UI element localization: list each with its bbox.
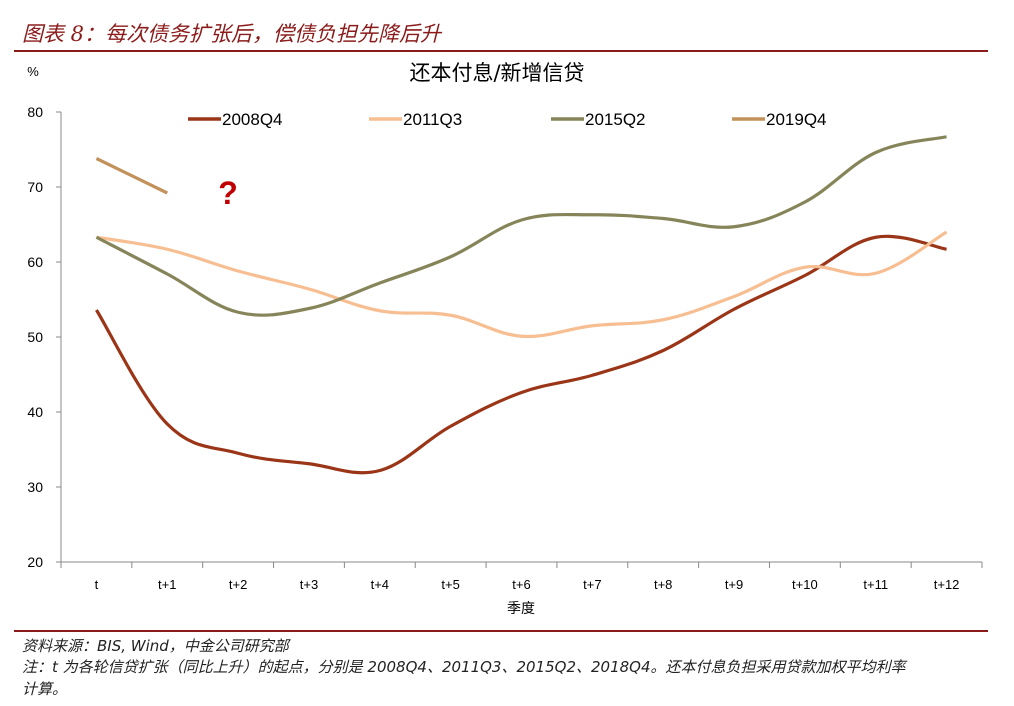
top-rule — [14, 50, 988, 52]
source-note: 资料来源：BIS, Wind，中金公司研究部 — [22, 637, 289, 655]
line-chart: 还本付息/新增信贷 % 季度 20 30 40 50 60 70 80 t t+1 t+2 t+3… — [27, 61, 983, 617]
footnote-line-2: 计算。 — [22, 680, 68, 698]
y-tick-label: 30 — [27, 479, 43, 495]
x-tick-label: t+11 — [863, 577, 888, 592]
series-line-2019Q4 — [95, 157, 168, 195]
x-tick-label: t+8 — [654, 577, 672, 592]
x-axis-label: 季度 — [507, 601, 535, 617]
x-tick-label: t+6 — [512, 577, 530, 592]
y-tick-label: 50 — [27, 329, 43, 345]
series-line-2008Q4 — [95, 234, 947, 475]
x-tick-label: t+7 — [583, 577, 601, 592]
series-line-2011Q3 — [96, 230, 948, 339]
figure-title: 图表 8：每次债务扩张后，偿债负担先降后升 — [22, 22, 442, 46]
y-tick-label: 20 — [27, 554, 43, 570]
series-line-2015Q2 — [95, 135, 947, 317]
legend-label-2008Q4: 2008Q4 — [222, 110, 283, 129]
x-tick-label: t+1 — [158, 577, 176, 592]
legend-label-2019Q4: 2019Q4 — [766, 110, 827, 129]
y-tick-label: 60 — [27, 254, 43, 270]
x-tick-label: t+12 — [934, 577, 960, 592]
x-tick-label: t — [95, 577, 99, 592]
x-tick-label: t+9 — [725, 577, 743, 592]
bottom-rule — [14, 630, 988, 632]
y-tick-label: 70 — [27, 179, 43, 195]
legend-label-2015Q2: 2015Q2 — [585, 110, 646, 129]
legend-label-2011Q3: 2011Q3 — [403, 110, 462, 129]
x-tick-label: t+10 — [792, 577, 818, 592]
y-tick-label: 80 — [27, 104, 43, 120]
y-axis-unit: % — [27, 64, 39, 79]
x-tick-label: t+3 — [300, 577, 318, 592]
question-mark-annotation: ? — [218, 175, 238, 211]
x-tick-label: t+2 — [229, 577, 247, 592]
x-tick-label: t+4 — [371, 577, 389, 592]
footnote-line-1: 注：t 为各轮信贷扩张（同比上升）的起点，分别是 2008Q4、2011Q3、2… — [22, 658, 906, 676]
x-tick-label: t+5 — [441, 577, 459, 592]
y-tick-label: 40 — [27, 404, 43, 420]
chart-title: 还本付息/新增信贷 — [409, 61, 584, 85]
